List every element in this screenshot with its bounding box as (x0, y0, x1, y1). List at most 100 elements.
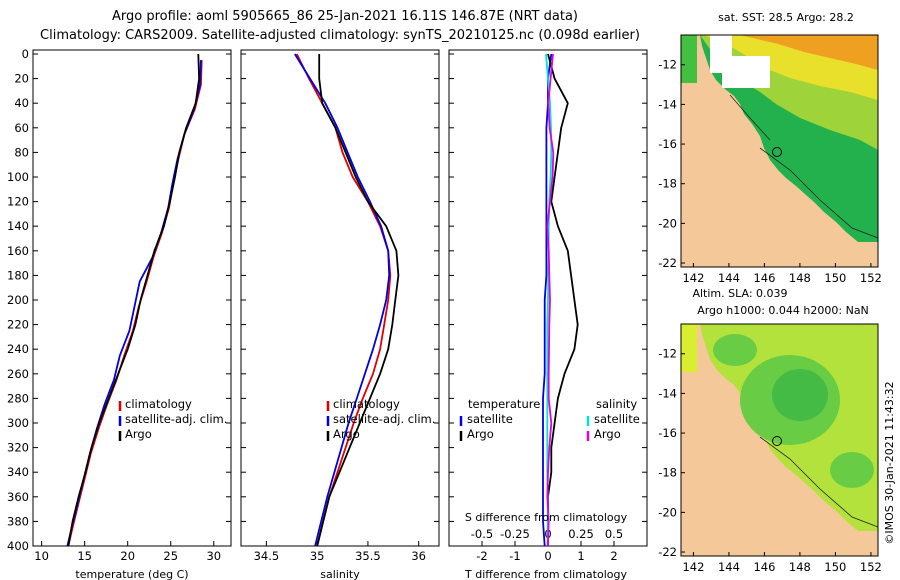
map-x-tick-label: 150 (824, 271, 846, 285)
sst-cloud-gap (722, 56, 770, 88)
top-tick-label: -0.25 (500, 527, 530, 541)
map-y-tick-label: -16 (658, 426, 677, 440)
sst-map: 142 144 146 148 150 152 -12 -14 -16 -18 -20 -22 (658, 34, 882, 285)
map-x-tick-label: 150 (824, 560, 846, 574)
map-y-tick-label: -12 (658, 58, 677, 72)
temperature-panel: 0 20 40 60 80 100 120 140 160 180 200 220 240 260 280 3… (7, 47, 232, 580)
map-y-tick-label: -12 (658, 347, 677, 361)
map-y-tick-label: -22 (658, 256, 677, 270)
map-y-tick-label: -18 (658, 466, 677, 480)
map-x-tick-label: 152 (860, 560, 882, 574)
x-tick-label: 30 (206, 549, 221, 563)
legend-argo-label: Argo (125, 427, 152, 441)
t-difference-label: T difference from climatology (464, 568, 627, 580)
x-tick-label: 0 (544, 549, 551, 563)
map-x-tick-label: 148 (789, 560, 811, 574)
sla-gulf (681, 324, 697, 372)
series-line-climatology (295, 53, 392, 547)
y-tick-label: 260 (7, 367, 29, 381)
x-tick-label: 1 (577, 549, 584, 563)
y-tick-label: 180 (7, 268, 29, 282)
y-tick-label: 140 (7, 219, 29, 233)
map-y-tick-label: -20 (658, 216, 677, 230)
salinity-legend: climatology satellite-adj. clim. Argo (326, 397, 435, 441)
y-tick-label: 360 (7, 490, 29, 504)
legend-argo-label: Argo (333, 427, 360, 441)
y-tick-label: 80 (14, 145, 29, 159)
y-tick-label: 320 (7, 441, 29, 455)
x-tick-label: 20 (120, 549, 135, 563)
x-tick-label: -2 (476, 549, 487, 563)
map-x-tick-label: 146 (753, 271, 775, 285)
y-tick-label: 220 (7, 318, 29, 332)
y-tick-label: 280 (7, 391, 29, 405)
map-x-tick-label: 144 (718, 271, 740, 285)
temperature-xlabel: temperature (deg C) (75, 568, 188, 580)
y-tick-label: 340 (7, 465, 29, 479)
y-tick-label: 300 (7, 416, 29, 430)
legend-t-satellite-label: satellite (467, 412, 513, 426)
top-tick-label: -0.5 (471, 527, 493, 541)
legend-climatology-label: climatology (333, 397, 400, 411)
series-line-argo (316, 54, 400, 547)
series-line-argo (67, 53, 201, 547)
map-x-tick-label: 146 (753, 560, 775, 574)
legend-satellite-label: satellite-adj. clim. (125, 412, 227, 426)
y-tick-label: 120 (7, 195, 29, 209)
temperature-panel-frame (32, 49, 232, 547)
legend-t-argo-label: Argo (467, 427, 494, 441)
map-y-tick-label: -16 (658, 137, 677, 151)
legend-s-satellite-label: satellite (594, 412, 640, 426)
series-line-satellite-adj-clim- (294, 53, 391, 547)
sst-isobath (729, 94, 771, 141)
map-x-tick-label: 142 (682, 271, 704, 285)
map-y-tick-label: -14 (658, 97, 677, 111)
temperature-legend: climatology satellite-adj. clim. Argo (118, 397, 227, 441)
difference-panel: -2 -1 0 1 2 -0.5 -0.25 0 0.25 0.5 S difference f… (448, 49, 648, 580)
legend-climatology-label: climatology (125, 397, 192, 411)
y-tick-label: 20 (14, 72, 29, 86)
sst-argo-location-marker (772, 147, 782, 157)
sst-hot-band (740, 35, 878, 70)
legend-satellite-label: satellite-adj. clim. (333, 412, 435, 426)
map-y-tick-label: -14 (658, 386, 677, 400)
x-tick-label: 15 (77, 549, 92, 563)
sst-map-frame (680, 34, 879, 268)
y-tick-label: 160 (7, 244, 29, 258)
y-tick-label: 200 (7, 293, 29, 307)
x-tick-label: 2 (610, 549, 617, 563)
salinity-panel: 34.5 35 35.5 36 salinity climatology satell… (240, 49, 440, 580)
x-tick-label: 34.5 (254, 549, 280, 563)
x-tick-label: 10 (34, 549, 49, 563)
sla-eddy (713, 334, 757, 366)
sst-isobath (759, 147, 879, 239)
top-tick-label: 0.25 (568, 527, 594, 541)
sla-argo-location-marker (772, 436, 782, 446)
legend-s-argo-label: Argo (594, 427, 621, 441)
sla-map: 142 144 146 148 150 152 -12 -14 -16 -18 -20 -22 (658, 323, 882, 574)
sla-isobath (759, 436, 879, 528)
map-x-tick-label: 142 (682, 560, 704, 574)
sla-map-frame (680, 323, 879, 557)
y-tick-label: 400 (7, 539, 29, 553)
series-line-temperature-argo (547, 53, 579, 546)
y-tick-label: 380 (7, 514, 29, 528)
sla-map-title: Altim. SLA: 0.039 (692, 287, 787, 300)
y-tick-label: 40 (14, 96, 29, 110)
sla-map-subtitle: Argo h1000: 0.044 h2000: NaN (697, 304, 869, 317)
x-tick-label: 35 (310, 549, 325, 563)
x-tick-label: 36 (411, 549, 426, 563)
x-tick-label: -1 (509, 549, 520, 563)
figure-title-line1: Argo profile: aoml 5905665_86 25-Jan-202… (112, 9, 578, 24)
salinity-xlabel: salinity (320, 568, 360, 580)
difference-legend: temperature satellite Argo salinity sate… (459, 397, 640, 441)
sst-gulf (681, 35, 697, 83)
y-tick-label: 60 (14, 121, 29, 135)
sst-map-title: sat. SST: 28.5 Argo: 28.2 (718, 11, 854, 24)
y-tick-label: 0 (22, 47, 29, 61)
sla-eddy-core (772, 369, 828, 421)
y-tick-label: 100 (7, 170, 29, 184)
map-y-tick-label: -20 (658, 505, 677, 519)
map-y-tick-label: -18 (658, 177, 677, 191)
